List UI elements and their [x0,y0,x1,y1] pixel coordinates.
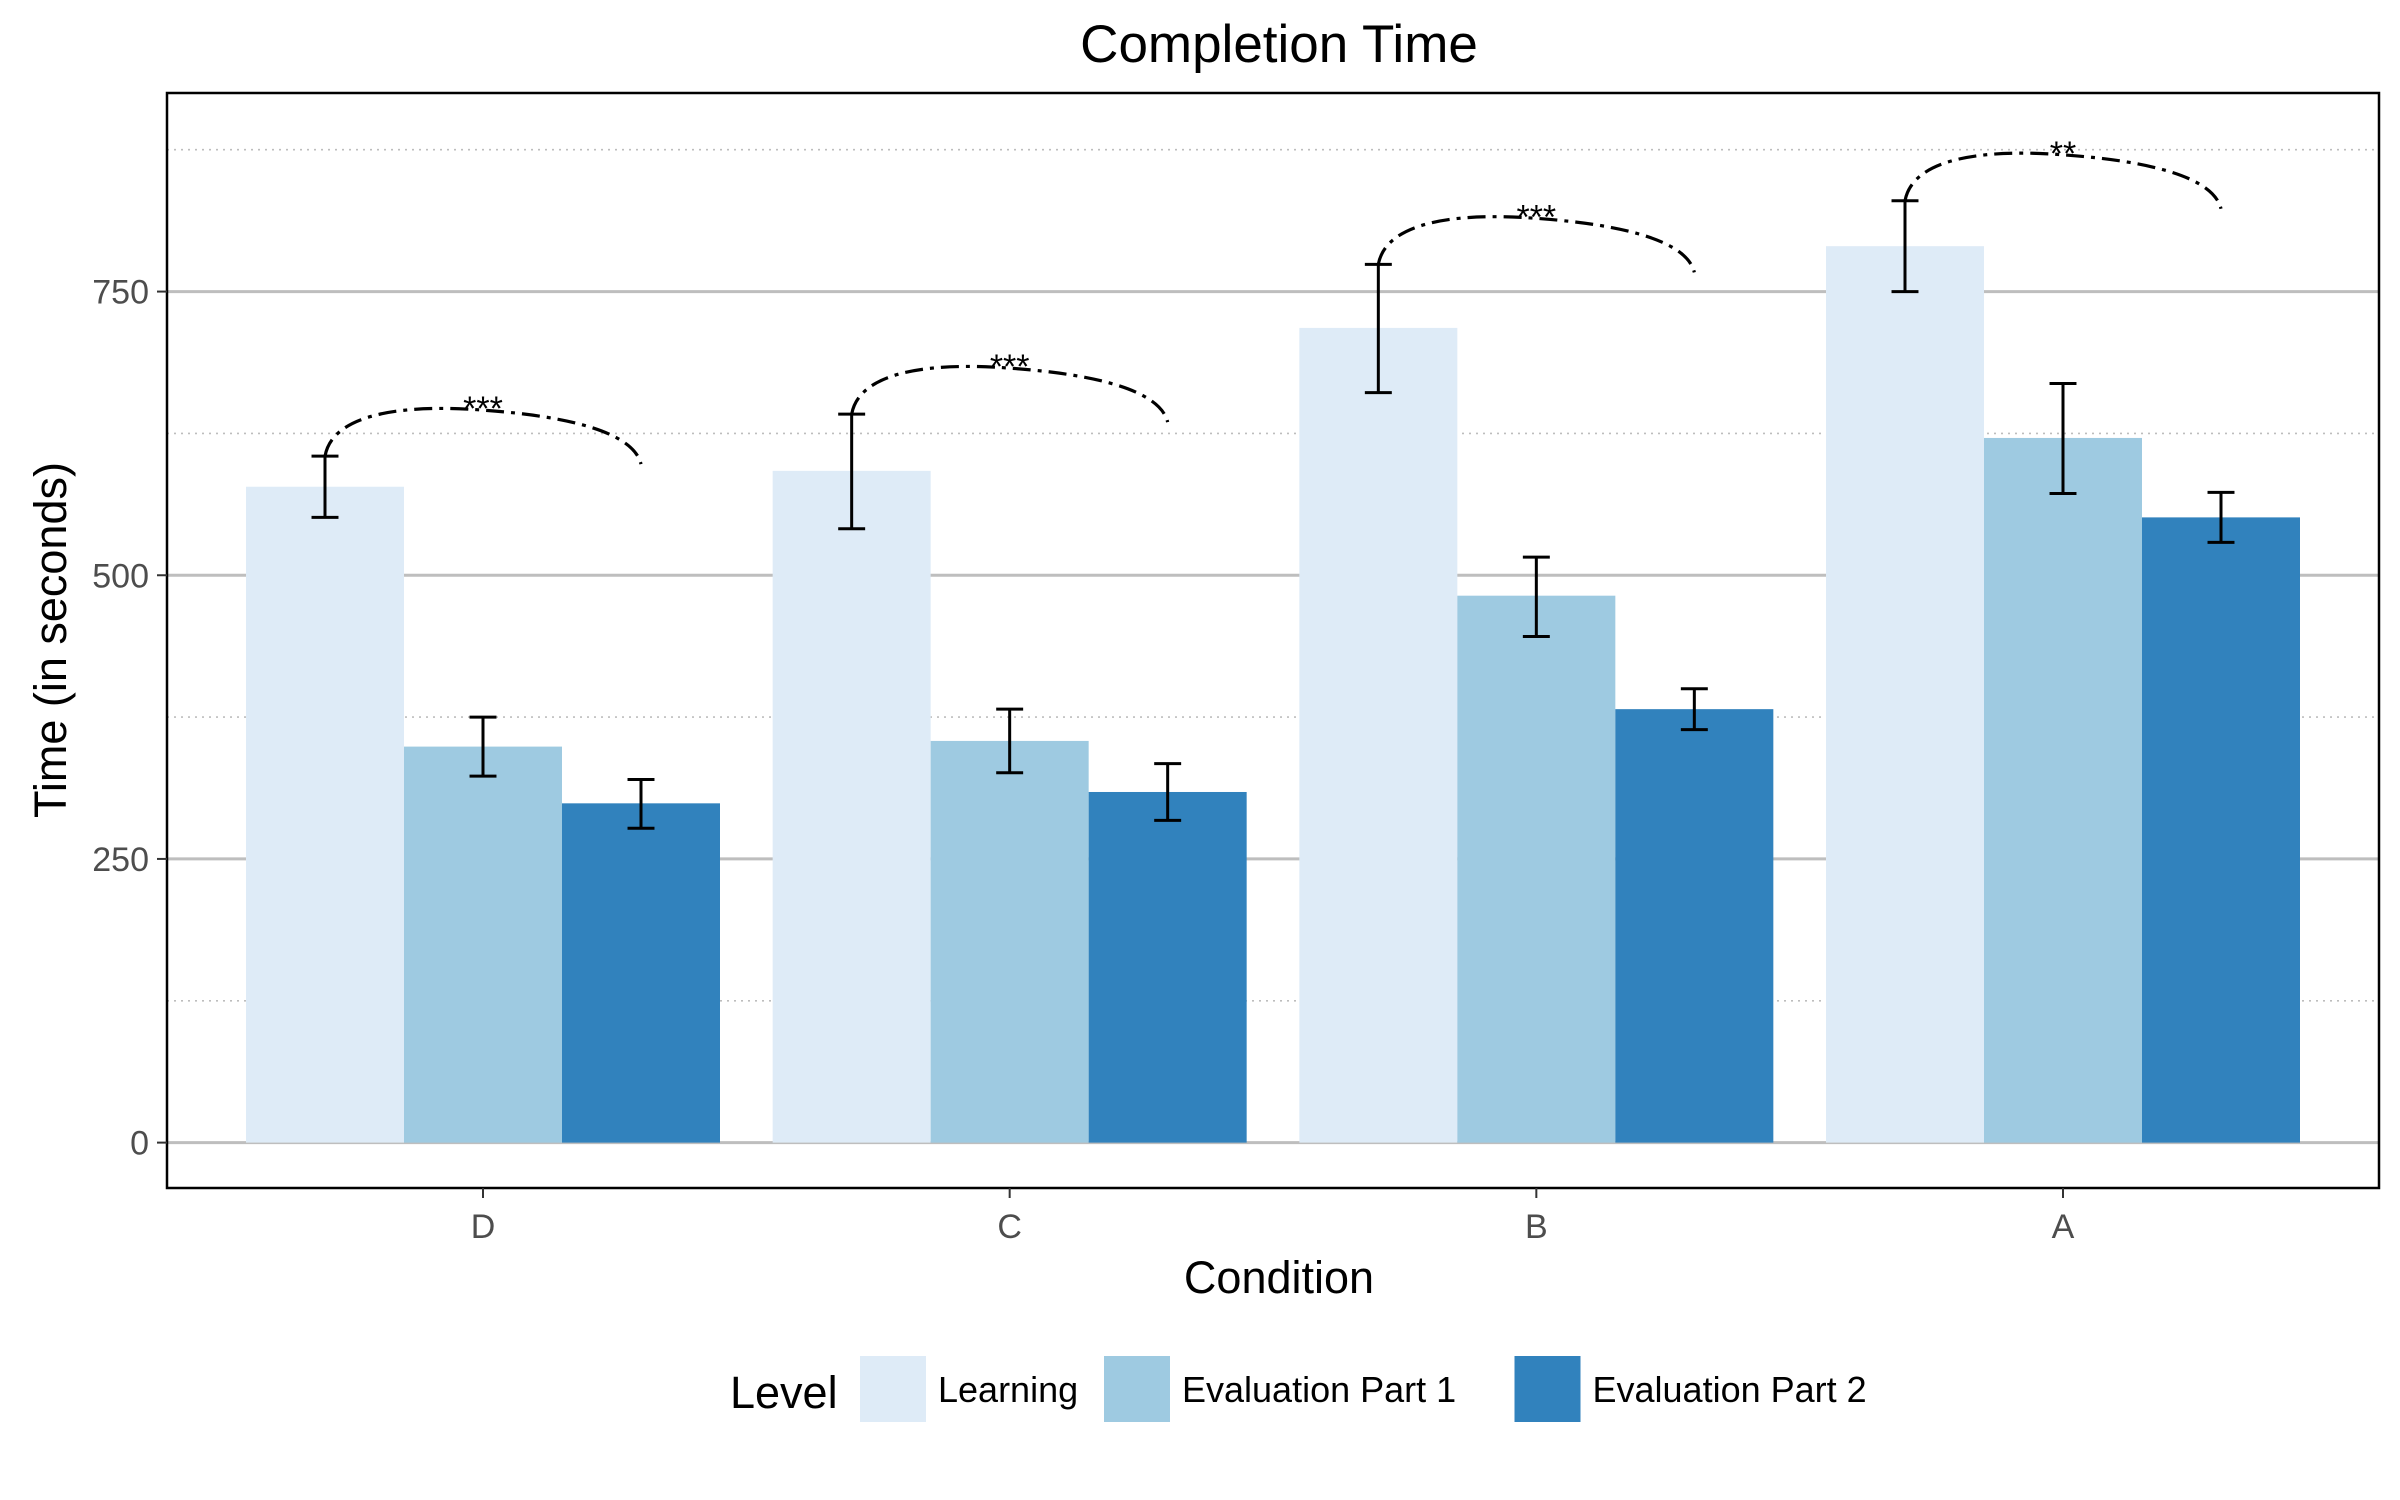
x-tick-label: A [2052,1208,2075,1246]
bar [1088,791,1247,1143]
error-bar [2049,381,2077,496]
bar [2142,517,2300,1143]
bar [404,746,562,1143]
error-bars [311,199,2235,830]
legend: Level Learning Evaluation Part 1 Evaluatio… [730,1356,1867,1422]
error-bar [2207,490,2235,544]
legend-label: Learning [938,1369,1078,1410]
error-bar [469,715,497,778]
plot-border [165,91,2381,1190]
error-bar [1522,555,1550,639]
legend-swatch [1514,1356,1581,1422]
significance-arc [1903,151,2223,210]
x-axis-title: Condition [1184,1252,1374,1303]
x-tick-label: B [1525,1208,1548,1246]
error-bar [627,778,655,830]
error-bar [1680,687,1708,732]
bar [1299,327,1458,1143]
y-tick-label: 0 [130,1125,149,1163]
x-tick-label: D [471,1208,496,1246]
y-tick-label: 250 [92,841,149,879]
bar [1984,437,2142,1143]
significance-label: *** [990,348,1030,386]
significance-arc [323,406,643,465]
bar [772,470,931,1143]
legend-title: Level [730,1367,838,1418]
legend-label: Evaluation Part 2 [1593,1369,1867,1410]
significance-arc [1376,215,1696,273]
chart-title: Completion Time [1080,15,1478,74]
significance-label: ** [2050,135,2076,173]
error-bar [838,412,866,531]
x-tick-label: C [997,1208,1022,1246]
y-tick-label: 750 [92,274,149,312]
bars [246,246,2300,1143]
significance-annotations: *********** [323,135,2223,465]
bar [1826,246,1984,1143]
legend-swatch [860,1356,926,1422]
significance-arc [850,364,1170,423]
error-bar [996,707,1024,775]
significance-label: *** [1516,198,1556,236]
legend-label: Evaluation Part 1 [1182,1369,1456,1410]
legend-swatch [1104,1356,1170,1422]
y-axis: 0 250 500 750 [92,274,167,1163]
bar [1615,709,1774,1143]
bar [930,740,1089,1143]
bar [1457,595,1616,1143]
bar [562,803,720,1143]
significance-label: *** [463,390,503,428]
bar [246,486,404,1143]
y-tick-label: 500 [92,557,149,595]
error-bar [1154,762,1182,822]
y-axis-title: Time (in seconds) [25,462,76,818]
